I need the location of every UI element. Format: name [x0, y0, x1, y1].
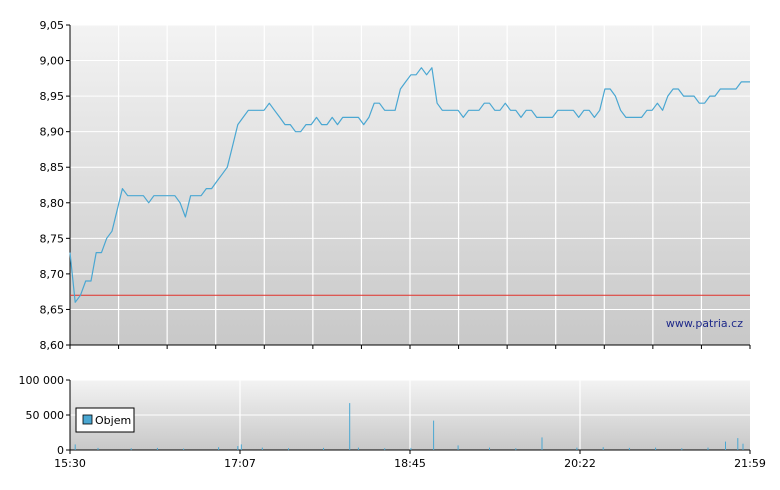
volume-bar	[74, 444, 76, 450]
volume-bar	[681, 448, 683, 451]
volume-xtick-label: 20:22	[564, 457, 596, 470]
volume-bar	[130, 448, 132, 451]
volume-bar	[240, 444, 242, 450]
price-ytick-label: 8,60	[40, 339, 65, 352]
volume-bar	[602, 447, 604, 450]
volume-ytick-label: 100 000	[19, 374, 65, 387]
volume-bar	[384, 448, 386, 451]
watermark-text: www.patria.cz	[666, 317, 743, 330]
volume-ytick-label: 0	[57, 444, 64, 457]
price-series-group	[69, 67, 750, 303]
legend-swatch-objem	[82, 414, 93, 425]
volume-bar	[218, 447, 220, 450]
volume-bar	[707, 447, 709, 450]
volume-bar	[742, 443, 744, 450]
volume-bar	[410, 447, 412, 450]
price-ytick-label: 9,05	[40, 19, 65, 32]
volume-bar	[433, 420, 435, 450]
legend-label-objem: Objem	[95, 414, 131, 427]
tick-labels: 8,60 8,65 8,70 8,75 8,80 8,85 8,90 8,95 9,00 9,05…	[19, 19, 766, 470]
volume-bars-group	[74, 403, 744, 451]
price-ytick-label: 8,85	[40, 161, 65, 174]
price-ytick-label: 9,00	[40, 55, 65, 68]
price-ytick-label: 8,95	[40, 90, 65, 103]
price-ytick-label: 8,65	[40, 303, 65, 316]
price-ytick-label: 8,70	[40, 268, 65, 281]
volume-bar	[628, 447, 630, 450]
volume-bar	[737, 438, 739, 450]
legend: Objem	[75, 407, 135, 433]
volume-ytick-label: 50 000	[26, 409, 65, 422]
volume-bar	[725, 441, 726, 450]
volume-bar	[357, 447, 359, 450]
volume-bar	[97, 447, 99, 450]
price-ytick-label: 8,75	[40, 232, 65, 245]
volume-bar	[541, 437, 543, 450]
volume-bar	[156, 447, 158, 450]
volume-bar	[183, 448, 185, 450]
volume-bar	[288, 448, 289, 451]
volume-bar	[515, 448, 517, 451]
volume-bar	[655, 447, 657, 450]
price-ytick-label: 8,80	[40, 197, 65, 210]
volume-bar	[349, 403, 351, 450]
volume-xtick-label: 21:59	[734, 457, 766, 470]
volume-xtick-label: 18:45	[394, 457, 426, 470]
volume-xtick-label: 17:07	[224, 457, 256, 470]
price-ytick-label: 8,90	[40, 126, 65, 139]
volume-bar	[457, 445, 459, 450]
volume-bar	[489, 447, 490, 450]
volume-bar	[323, 447, 324, 450]
volume-bar	[237, 446, 239, 450]
volume-bar	[576, 447, 578, 450]
volume-bar	[261, 447, 263, 450]
volume-xtick-label: 15:30	[54, 457, 86, 470]
price-series-line	[69, 67, 750, 303]
grid-lines	[70, 24, 750, 451]
